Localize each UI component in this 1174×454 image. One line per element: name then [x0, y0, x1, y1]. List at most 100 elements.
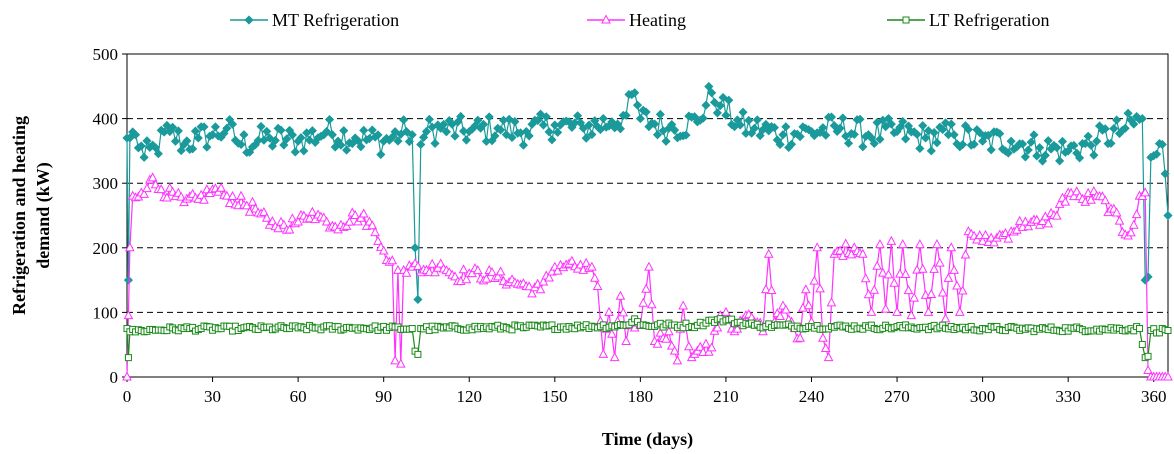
- data-point: [125, 133, 135, 143]
- data-point: [176, 146, 186, 156]
- y-axis-title: Refrigeration and heating demand (kW): [9, 116, 54, 315]
- data-point: [373, 130, 383, 140]
- data-point: [598, 113, 608, 124]
- data-point: [210, 122, 220, 132]
- data-point: [1003, 148, 1013, 158]
- data-point: [895, 268, 905, 278]
- data-point: [615, 290, 626, 300]
- data-point: [490, 131, 500, 141]
- x-tick-label: 330: [1055, 387, 1081, 406]
- data-point: [484, 112, 494, 122]
- data-point: [915, 239, 925, 249]
- data-point: [538, 120, 548, 130]
- data-point: [820, 342, 831, 352]
- data-point: [1043, 136, 1053, 146]
- data-point: [182, 136, 192, 146]
- data-point: [889, 277, 900, 287]
- data-point: [641, 283, 651, 293]
- data-point: [900, 268, 911, 278]
- data-point: [441, 127, 451, 137]
- data-point: [923, 306, 934, 316]
- data-point: [704, 81, 714, 92]
- data-point: [1060, 196, 1071, 206]
- data-point: [393, 264, 403, 274]
- data-point: [1100, 124, 1110, 134]
- data-point: [527, 288, 537, 298]
- data-point: [424, 114, 434, 124]
- data-point: [929, 128, 939, 138]
- data-point: [917, 263, 928, 273]
- data-point: [840, 238, 851, 248]
- data-point: [123, 310, 134, 320]
- data-point: [877, 267, 888, 277]
- data-point: [407, 130, 417, 140]
- data-point: [153, 149, 163, 159]
- series-line-heating: [126, 176, 1168, 378]
- data-point: [544, 272, 554, 282]
- data-point: [872, 260, 882, 270]
- data-point: [826, 112, 837, 122]
- data-point: [681, 130, 691, 140]
- data-point: [707, 88, 717, 98]
- data-point: [404, 137, 414, 147]
- data-point: [222, 123, 232, 133]
- data-point: [880, 303, 891, 313]
- data-point: [632, 100, 643, 110]
- x-tick-label: 30: [204, 387, 221, 406]
- data-point: [875, 239, 885, 249]
- data-point: [408, 325, 416, 333]
- data-point: [378, 245, 389, 255]
- data-point: [1144, 352, 1152, 360]
- x-tick-label: 300: [970, 387, 996, 406]
- data-point: [652, 130, 663, 140]
- data-point: [749, 123, 760, 133]
- data-point: [598, 348, 609, 358]
- data-point: [818, 123, 828, 133]
- data-point: [895, 122, 905, 132]
- legend-item-mt-refrigeration: MT Refrigeration: [230, 10, 399, 30]
- data-point: [244, 15, 254, 25]
- series-layer: [122, 81, 1173, 381]
- data-point: [1075, 153, 1085, 163]
- data-point: [1069, 191, 1079, 201]
- y-axis: 0 100 200 300 400 500: [93, 45, 127, 387]
- data-point: [932, 138, 942, 148]
- data-point: [439, 119, 449, 129]
- data-point: [344, 216, 355, 226]
- data-point: [1043, 218, 1054, 228]
- data-point: [524, 281, 534, 291]
- data-point: [1152, 149, 1162, 159]
- y-axis-title-line: demand (kW): [33, 162, 54, 269]
- data-point: [401, 267, 412, 277]
- data-point: [1029, 130, 1039, 140]
- data-point: [461, 135, 471, 145]
- data-point: [943, 272, 954, 282]
- data-point: [1089, 150, 1099, 160]
- data-point: [607, 328, 617, 338]
- data-point: [995, 129, 1005, 139]
- data-point: [761, 284, 771, 294]
- data-point: [906, 310, 917, 320]
- data-point: [421, 126, 432, 137]
- data-point: [752, 115, 762, 125]
- data-point: [946, 119, 956, 129]
- data-point: [769, 123, 779, 133]
- legend-label: Heating: [629, 10, 686, 30]
- data-point: [974, 230, 985, 240]
- data-point: [584, 120, 594, 130]
- data-point: [373, 235, 383, 245]
- data-point: [1023, 221, 1034, 231]
- data-point: [635, 114, 645, 124]
- data-point: [125, 242, 135, 252]
- data-point: [535, 284, 546, 294]
- x-tick-label: 240: [799, 387, 825, 406]
- data-point: [766, 284, 777, 295]
- data-point: [902, 16, 910, 24]
- data-point: [715, 101, 725, 111]
- data-point: [419, 132, 429, 143]
- data-point: [721, 306, 731, 316]
- data-point: [857, 248, 868, 258]
- data-point: [883, 269, 894, 279]
- data-point: [1143, 364, 1153, 375]
- data-point: [207, 130, 218, 140]
